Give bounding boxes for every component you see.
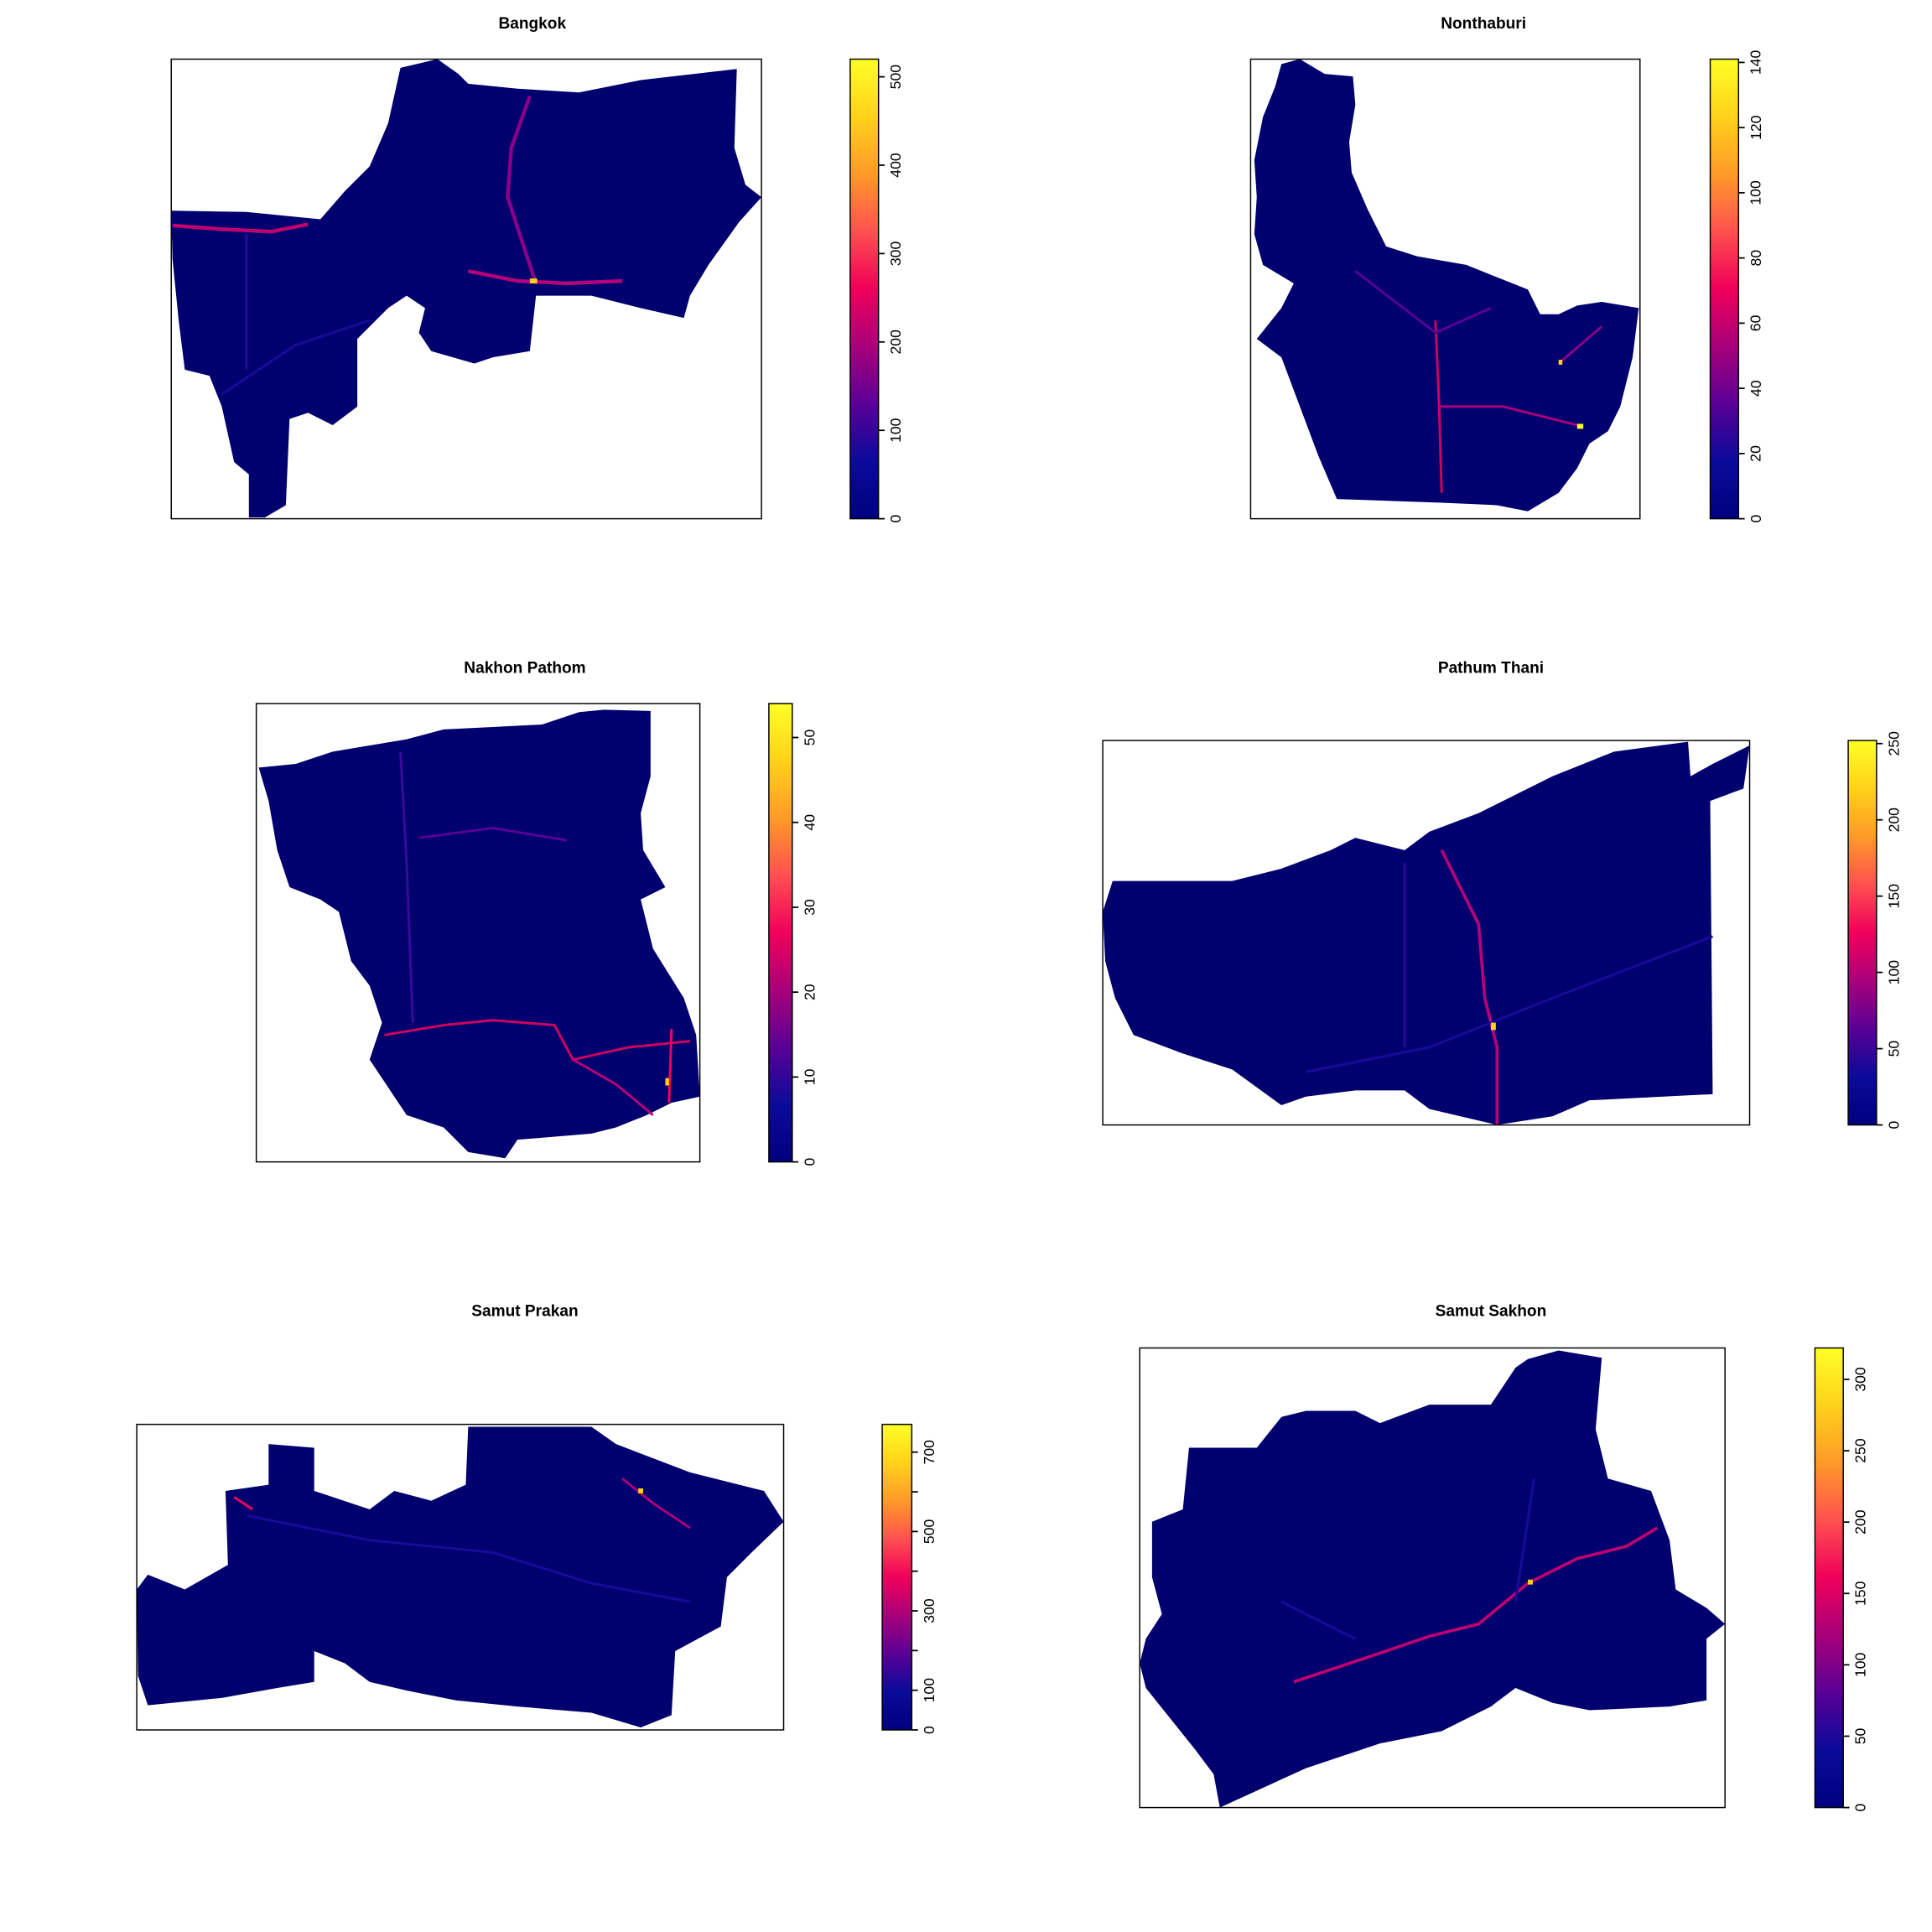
plot-frame	[1102, 740, 1751, 1126]
panel-title: Nakhon Pathom	[464, 659, 585, 677]
road-hotspots	[172, 95, 623, 396]
region-raster	[171, 59, 762, 518]
colorbar-tick-label: 200	[887, 330, 904, 355]
colorbar-gradient	[849, 58, 880, 520]
colorbar-tick-label: 700	[921, 1440, 937, 1465]
panel-nakhon-pathom: Nakhon Pathom 0 10 20 30 40 50	[255, 659, 818, 1166]
colorbar-tick-label: 200	[1852, 1509, 1869, 1535]
colorbar-tick-label: 50	[1885, 1041, 1902, 1057]
colorbar-tick-label: 300	[1852, 1367, 1869, 1392]
colorbar-tick-label: 100	[1885, 960, 1902, 985]
colorbar-gradient	[1709, 58, 1740, 520]
colorbar-tick-label: 250	[1852, 1438, 1869, 1463]
panel-title: Bangkok	[498, 15, 566, 33]
panel-pathum-thani: Pathum Thani 0 50 100 150 200 250	[1102, 659, 1902, 1129]
colorbar-tick-label: 100	[887, 418, 904, 443]
panel-title: Samut Sakhon	[1436, 1302, 1547, 1320]
colorbar-tick-label: 100	[1852, 1652, 1869, 1677]
colorbar-tick-label: 0	[887, 515, 904, 523]
colorbar-tick-label: 40	[1748, 380, 1764, 397]
colorbar-tick-label: 50	[1852, 1727, 1869, 1744]
colorbar-gradient	[1814, 1347, 1844, 1809]
panel-nonthaburi: Nonthaburi 0 20 40 60 80 100 120 140	[1249, 15, 1764, 523]
colorbar-tick-label: 0	[1852, 1803, 1869, 1811]
colorbar-tick-label: 60	[1748, 314, 1764, 331]
colorbar-tick-label: 0	[921, 1726, 937, 1734]
colorbar: 0 100 200 300 400 500	[849, 58, 904, 523]
colorbar-tick-label: 500	[921, 1519, 937, 1544]
plot-frame	[136, 1423, 785, 1731]
colorbar-tick-label: 100	[921, 1678, 937, 1703]
road-hotspots	[1306, 849, 1713, 1125]
colorbar: 0 20 40 60 80 100 120 140	[1709, 50, 1764, 523]
colorbar-tick-label: 150	[1885, 884, 1902, 909]
road-hotspots	[233, 1478, 691, 1603]
colorbar-tick-label: 20	[801, 984, 818, 1000]
colorbar-tick-label: 30	[801, 899, 818, 916]
colorbar-tick-label: 20	[1748, 445, 1764, 462]
panel-title: Samut Prakan	[471, 1302, 578, 1320]
colorbar-tick-label: 100	[1748, 180, 1764, 205]
colorbar-tick-label: 150	[1852, 1581, 1869, 1606]
colorbar-tick-label: 200	[1885, 808, 1902, 833]
colorbar: 0 10 20 30 40 50	[768, 703, 818, 1166]
panel-title: Pathum Thani	[1438, 659, 1544, 677]
colorbar-tick-label: 120	[1748, 115, 1764, 140]
region-raster	[1140, 1350, 1726, 1808]
colorbar-gradient	[768, 703, 793, 1163]
colorbar-tick-label: 0	[801, 1158, 818, 1166]
colorbar-tick-label: 300	[921, 1598, 937, 1623]
colorbar-tick-label: 500	[887, 65, 904, 90]
panel-samut-prakan: Samut Prakan 0 100 300 500 700	[136, 1302, 937, 1734]
road-hotspots	[384, 751, 691, 1116]
colorbar-tick-label: 0	[1885, 1120, 1902, 1129]
region-raster	[137, 1426, 784, 1728]
colorbar-tick-label: 10	[801, 1068, 818, 1085]
colorbar: 0 50 100 150 200 250 300	[1814, 1347, 1869, 1811]
region-raster	[258, 709, 700, 1159]
panel-title: Nonthaburi	[1441, 15, 1526, 33]
colorbar-gradient	[881, 1423, 913, 1731]
colorbar-tick-label: 0	[1748, 515, 1764, 523]
colorbar-tick-label: 80	[1748, 250, 1764, 267]
road-hotspots	[1280, 1478, 1659, 1684]
panel-samut-sakhon: Samut Sakhon 0 50 100 150 200 250 300	[1139, 1302, 1869, 1811]
colorbar: 0 100 300 500 700	[881, 1423, 937, 1734]
plot-frame	[1249, 58, 1641, 520]
colorbar-tick-label: 140	[1748, 50, 1764, 75]
colorbar: 0 50 100 150 200 250	[1847, 731, 1902, 1129]
colorbar-tick-label: 400	[887, 153, 904, 178]
region-raster	[1103, 741, 1750, 1125]
colorbar-tick-label: 250	[1885, 731, 1902, 756]
plot-frame	[170, 58, 762, 520]
panel-bangkok: Bangkok 0 100 200 300 400 500	[170, 15, 904, 523]
colorbar-tick-label: 40	[801, 814, 818, 831]
colorbar-gradient	[1847, 740, 1877, 1126]
colorbar-tick-label: 300	[887, 242, 904, 267]
road-hotspots	[1354, 270, 1603, 493]
region-raster	[1254, 59, 1639, 512]
plot-frame	[255, 703, 701, 1163]
colorbar-tick-label: 50	[801, 730, 818, 746]
plot-frame	[1139, 1347, 1726, 1809]
